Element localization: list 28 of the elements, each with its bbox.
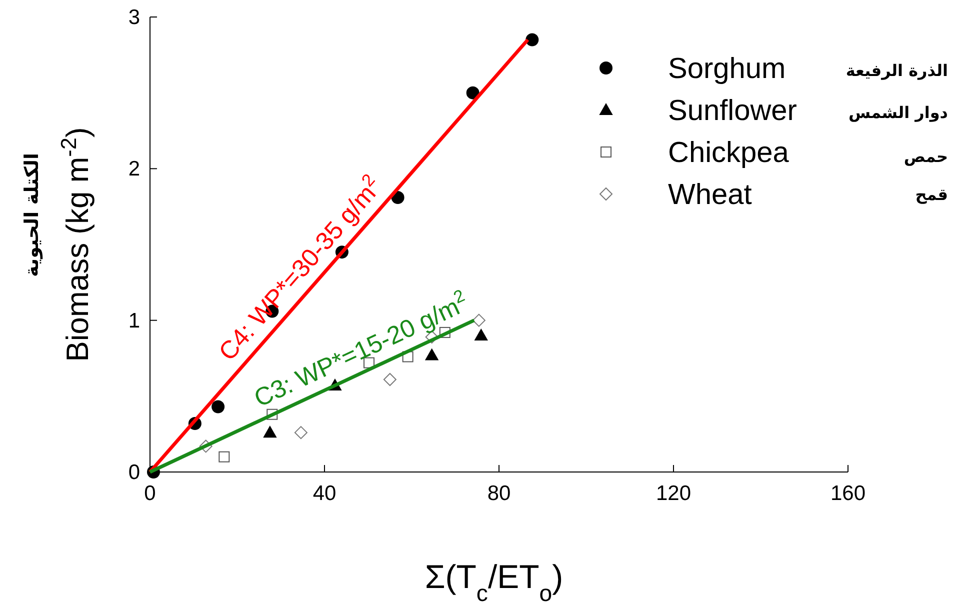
text: دوار الشمس xyxy=(848,103,948,122)
point xyxy=(466,86,480,100)
point xyxy=(218,451,230,462)
legend-label: Sunflower xyxy=(668,95,798,127)
x-axis-title: Σ(T$_{c}$/ET$_{o}$) xyxy=(424,558,564,604)
point xyxy=(263,426,276,438)
point xyxy=(212,400,225,414)
point xyxy=(472,314,486,327)
y-tick-label: 0 xyxy=(128,461,140,484)
y-tick-label: 1 xyxy=(128,309,140,332)
point xyxy=(425,348,438,360)
x-tick-label: 0 xyxy=(144,482,156,505)
legend-label: Wheat xyxy=(668,179,752,211)
x-tick-label: 40 xyxy=(312,482,336,505)
annotation: الذرة الرفيعة xyxy=(846,61,948,80)
x-tick-label: 80 xyxy=(487,482,511,505)
legend-label: Sorghum xyxy=(668,53,786,85)
y-tick-label: 2 xyxy=(128,158,140,181)
text: الكتلة الحيوية xyxy=(21,152,43,278)
y-tick-label: 3 xyxy=(128,6,140,29)
x-tick-label: 160 xyxy=(830,482,866,505)
text: حمص xyxy=(904,147,948,166)
legend-label: Chickpea xyxy=(668,137,790,169)
text: قمح xyxy=(915,185,948,204)
point xyxy=(474,329,488,340)
point xyxy=(526,33,539,46)
point xyxy=(294,426,308,440)
x-tick-label: 120 xyxy=(656,482,692,505)
